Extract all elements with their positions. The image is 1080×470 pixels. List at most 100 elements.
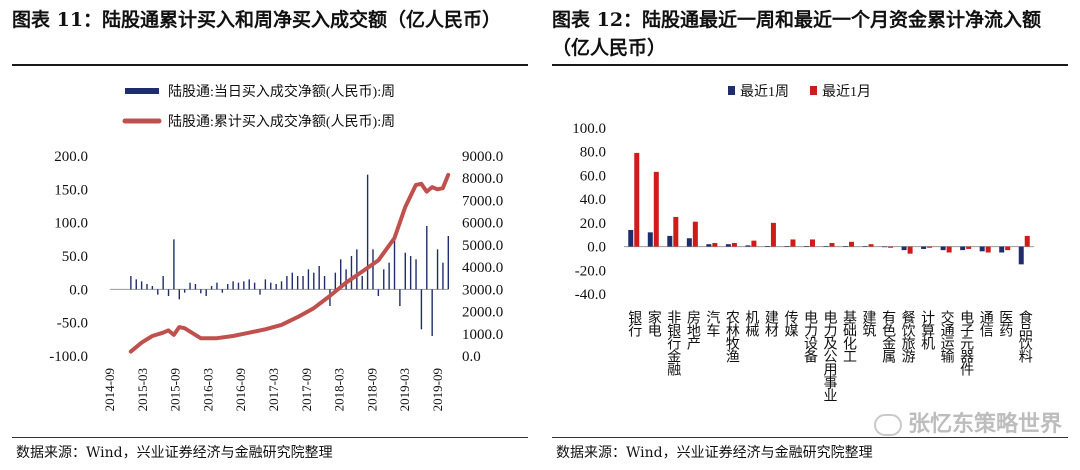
weekly-net-buy-bar [237, 282, 240, 290]
month-bar [966, 246, 972, 249]
month-bar [809, 239, 815, 247]
category-label: 农林牧渔 [724, 310, 740, 363]
category-label: 传媒 [782, 310, 798, 337]
figure-12-source: 数据来源：Wind，兴业证券经济与金融研究院整理 [556, 445, 873, 461]
weekly-net-buy-bar [291, 272, 293, 290]
month-bar [868, 244, 874, 247]
y-right-tick-label: 1000.0 [462, 327, 503, 343]
week-bar [686, 238, 692, 247]
category-label: 电力设备 [802, 310, 818, 363]
weekly-net-buy-bar [307, 269, 310, 290]
weekly-net-buy-bar [356, 249, 358, 290]
category-label: 食品饮料 [1017, 309, 1033, 363]
weekly-net-buy-bar [253, 282, 256, 290]
x-tick-label: 2017-03 [266, 368, 281, 411]
weekly-net-buy-bar [157, 289, 159, 295]
y-tick-label: -20.0 [575, 263, 606, 279]
category-label: 有色金属 [880, 310, 896, 363]
weekly-net-buy-bar [436, 249, 439, 290]
weekly-net-buy-bar [205, 289, 207, 296]
weekly-net-buy-bar [366, 174, 369, 290]
weekly-net-buy-bar [162, 276, 164, 290]
legend-label-month: 最近1月 [822, 84, 871, 100]
y-tick-label: 20.0 [580, 216, 606, 232]
weekly-net-buy-bar [264, 279, 267, 290]
category-label: 建筑 [861, 310, 877, 338]
category-label: 电力及公用事业 [822, 310, 838, 402]
weekly-net-buy-bar [340, 259, 342, 290]
month-bar [712, 243, 718, 247]
y-tick-label: 60.0 [580, 168, 606, 184]
figure-12-title: 图表 12：陆股通最近一周和最近一个月资金累计净流入额（亿人民币） [552, 9, 1042, 59]
x-tick-label: 2016-09 [233, 368, 248, 411]
month-bar [790, 239, 796, 247]
month-bar [1024, 235, 1030, 247]
month-bar [634, 152, 640, 247]
x-tick-label: 2016-03 [200, 368, 215, 411]
weekly-net-buy-bar [345, 269, 347, 290]
weekly-net-buy-bar [431, 289, 433, 336]
x-tick-label: 2019-03 [397, 368, 412, 411]
y-tick-label: 80.0 [580, 145, 606, 161]
week-bar [979, 246, 985, 252]
week-bar [1018, 246, 1024, 265]
weekly-net-buy-bar [296, 276, 299, 290]
y-right-tick-label: 4000.0 [462, 260, 503, 276]
weekly-net-buy-bar [270, 282, 272, 290]
y-tick-label: 40.0 [580, 192, 606, 208]
y-right-tick-label: 5000.0 [462, 238, 503, 254]
y-right-tick-label: 8000.0 [462, 171, 503, 187]
week-bar [803, 246, 809, 247]
y-right-tick-label: 2000.0 [462, 305, 503, 321]
weekly-net-buy-bar [221, 289, 224, 293]
y-right-tick-label: 9000.0 [462, 149, 503, 165]
category-label: 医药 [997, 310, 1013, 337]
title-divider [12, 64, 528, 66]
weekly-net-buy-bar [302, 276, 304, 290]
weekly-net-buy-bar [135, 279, 137, 290]
y-right-tick-label: 7000.0 [462, 193, 503, 209]
x-tick-label: 2015-03 [135, 368, 150, 411]
weekly-net-buy-bar [140, 281, 143, 290]
legend-label-line: 陆股通:累计买入成交净额(人民币):周 [168, 113, 395, 130]
y-left-tick-label: 100.0 [54, 216, 88, 232]
week-bar [764, 245, 770, 247]
month-bar [829, 243, 835, 247]
y-right-tick-label: 3000.0 [462, 282, 503, 298]
weekly-net-buy-bar [393, 236, 396, 290]
y-left-tick-label: 200.0 [54, 149, 88, 165]
legend-swatch-bar [125, 88, 159, 94]
week-bar [784, 246, 790, 247]
week-bar [921, 246, 927, 249]
x-tick-label: 2017-09 [299, 368, 314, 411]
weekly-net-buy-bar [183, 289, 186, 293]
month-bar [946, 246, 952, 253]
title-divider [552, 64, 1068, 66]
category-label: 电子元器件 [958, 310, 974, 376]
weekly-net-buy-bar [130, 276, 132, 290]
x-tick-label: 2014-09 [102, 368, 117, 411]
panel-figure-12: 图表 12：陆股通最近一周和最近一个月资金累计净流入额（亿人民币） 最近1周 最近… [540, 0, 1080, 470]
week-bar [999, 246, 1005, 253]
weekly-net-buy-bar [200, 289, 202, 294]
x-tick-label: 2018-03 [332, 368, 347, 411]
category-label: 计算机 [919, 310, 935, 351]
month-bar [907, 246, 913, 254]
cumulative-net-buy-line [128, 172, 451, 354]
category-label: 餐饮旅游 [900, 310, 916, 364]
week-bar [667, 235, 673, 247]
month-bar [751, 240, 757, 247]
figure-12-chart: 最近1周 最近1月 -40.0 -20.0 0.0 20.0 40.0 60.0 80.0 100… [572, 84, 1034, 402]
week-bar [745, 245, 751, 247]
weekly-net-buy-bar [275, 284, 277, 290]
wechat-icon [873, 414, 902, 436]
weekly-net-buy-bar [178, 289, 180, 300]
weekly-net-buy-bar [227, 284, 229, 290]
weekly-net-buy-bar [420, 289, 423, 330]
week-bar [725, 244, 731, 247]
month-bar [1005, 246, 1011, 251]
weekly-net-buy-bar [399, 289, 401, 306]
weekly-net-buy-bar [323, 276, 326, 290]
week-bar [843, 246, 849, 247]
